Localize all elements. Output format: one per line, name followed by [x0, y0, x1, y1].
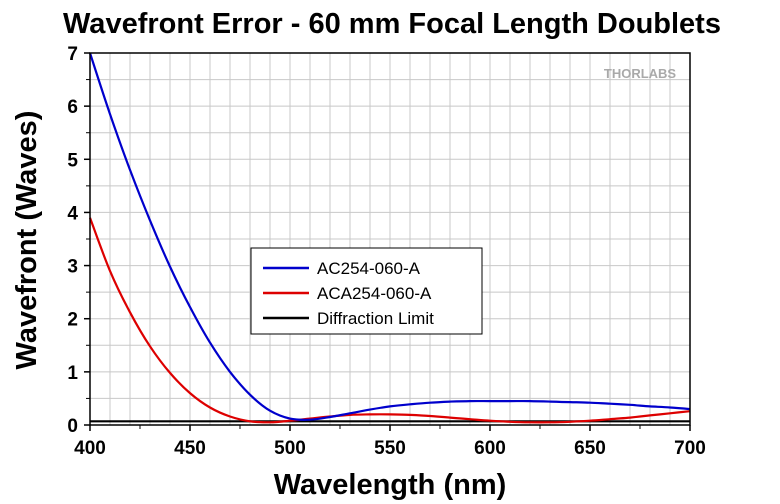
thorlabs-logo: THORLABS	[604, 66, 677, 81]
series-line-aca254-060-a	[88, 217, 691, 424]
y-tick-labels: 0 1 2 3 4 5 6 7	[67, 44, 78, 437]
y-tick-label: 1	[67, 363, 78, 384]
x-tick-label: 400	[74, 438, 106, 459]
x-tick-label: 550	[374, 438, 406, 459]
legend-label: Diffraction Limit	[317, 309, 434, 328]
legend-box	[250, 247, 483, 335]
y-tick-label: 7	[67, 44, 78, 65]
y-tick-label: 5	[67, 150, 78, 171]
y-axis-title: Wavefront (Waves)	[11, 111, 43, 370]
y-tick-label: 0	[67, 416, 78, 437]
x-tick-label: 600	[474, 438, 506, 459]
x-tick-label: 450	[174, 438, 206, 459]
x-tick-labels: 400 450 500 550 600 650 700	[74, 438, 706, 459]
series-line-ac254-060-a	[88, 52, 691, 421]
y-tick-label: 6	[67, 97, 78, 118]
axis-ticks	[84, 52, 691, 431]
y-tick-label: 3	[67, 257, 78, 278]
x-axis-title: Wavelength (nm)	[274, 469, 507, 501]
x-tick-label: 650	[574, 438, 606, 459]
y-tick-label: 2	[67, 310, 78, 331]
grid	[90, 53, 690, 425]
x-tick-label: 500	[274, 438, 306, 459]
chart-title: Wavefront Error - 60 mm Focal Length Dou…	[63, 8, 721, 40]
legend-label: AC254-060-A	[317, 259, 421, 278]
x-tick-label: 700	[674, 438, 706, 459]
series-layer	[88, 52, 691, 424]
legend: AC254-060-A ACA254-060-A Diffraction Limit	[250, 247, 483, 335]
legend-label: ACA254-060-A	[317, 284, 432, 303]
y-tick-label: 4	[67, 203, 78, 224]
